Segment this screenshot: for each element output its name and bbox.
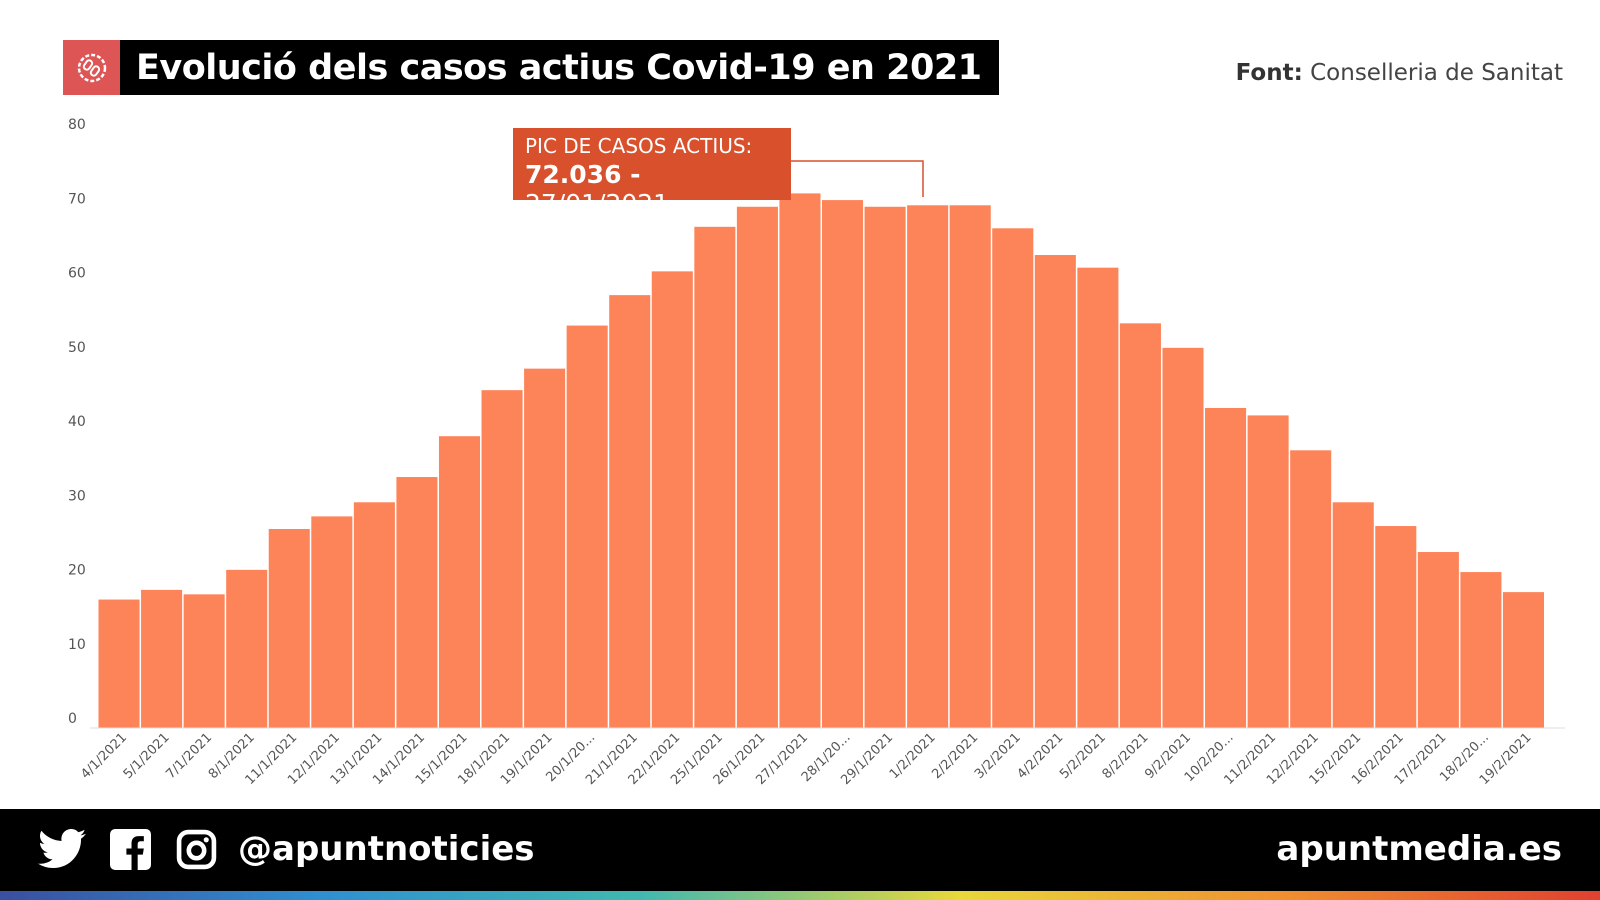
bars xyxy=(98,193,1544,729)
source-value: Conselleria de Sanitat xyxy=(1310,60,1563,86)
bar-29/1/2021 xyxy=(864,206,906,728)
bar-22/1/2021 xyxy=(651,271,693,728)
bar-15/2/2021 xyxy=(1332,502,1374,728)
y-tick-label: 20 xyxy=(68,563,86,579)
y-axis: 0 10 20 30 40 50 60 70 80 xyxy=(68,117,86,727)
bar-26/1/2021 xyxy=(736,206,778,728)
rainbow-strip xyxy=(0,891,1600,900)
bar-17/2/2021 xyxy=(1417,552,1459,728)
instagram-icon[interactable] xyxy=(176,829,217,874)
bar-chart: 0 10 20 30 40 50 60 70 80 4/1/20215/1/20217/1/20… xyxy=(68,117,1565,788)
annotation-date: 27/01/2021 xyxy=(525,189,670,218)
y-tick-label: 10 xyxy=(68,637,86,653)
bar-28/1/20... xyxy=(822,200,864,728)
bar-8/1/2021 xyxy=(226,569,268,728)
bar-9/2/2021 xyxy=(1162,347,1204,728)
y-tick-label: 50 xyxy=(68,340,86,356)
y-tick-label: 60 xyxy=(68,266,86,282)
bar-27/1/2021 xyxy=(779,193,821,728)
source-credit: Font: Conselleria de Sanitat xyxy=(1236,60,1563,86)
source-label: Font: xyxy=(1235,60,1303,86)
bar-20/1/20... xyxy=(566,325,608,728)
bar-4/2/2021 xyxy=(1034,255,1076,728)
bar-4/1/2021 xyxy=(98,599,140,728)
bar-5/2/2021 xyxy=(1077,267,1119,728)
bar-18/2/20... xyxy=(1460,572,1502,728)
bar-5/1/2021 xyxy=(141,589,183,728)
bar-3/2/2021 xyxy=(992,228,1034,729)
bar-2/2/2021 xyxy=(949,205,991,728)
y-tick-label: 0 xyxy=(68,711,77,727)
y-tick-label: 80 xyxy=(68,117,86,133)
website-link[interactable]: apuntmedia.es xyxy=(1276,829,1562,869)
bar-15/1/2021 xyxy=(438,436,481,728)
bar-19/1/2021 xyxy=(524,368,566,728)
y-tick-label: 40 xyxy=(68,414,86,430)
bar-10/2/20... xyxy=(1205,407,1247,728)
annotation-leader-line xyxy=(790,160,924,197)
bar-12/2/2021 xyxy=(1290,450,1332,728)
x-axis: 4/1/20215/1/20217/1/20218/1/202111/1/202… xyxy=(78,730,1534,788)
social-handle[interactable]: @apuntnoticies xyxy=(238,829,535,869)
bar-18/1/2021 xyxy=(481,390,523,728)
bar-25/1/2021 xyxy=(694,226,736,728)
facebook-icon[interactable] xyxy=(110,829,151,874)
y-tick-label: 30 xyxy=(68,488,86,504)
chart-title: Evolució dels casos actius Covid-19 en 2… xyxy=(136,47,982,88)
bar-7/1/2021 xyxy=(183,594,225,728)
bar-11/2/2021 xyxy=(1247,415,1289,728)
bar-8/2/2021 xyxy=(1119,323,1161,728)
bar-13/1/2021 xyxy=(353,502,395,728)
bar-11/1/2021 xyxy=(268,529,310,728)
bar-19/2/2021 xyxy=(1502,592,1544,728)
twitter-icon[interactable] xyxy=(38,828,86,873)
y-tick-label: 70 xyxy=(68,191,86,207)
virus-icon xyxy=(63,40,120,95)
bar-14/1/2021 xyxy=(396,477,438,728)
annotation-value: 72.036 - xyxy=(525,160,641,189)
footer-bar: @apuntnoticies apuntmedia.es xyxy=(0,809,1600,892)
bar-16/2/2021 xyxy=(1375,526,1417,728)
annotation-title: PIC DE CASOS ACTIUS: xyxy=(525,134,753,158)
bar-12/1/2021 xyxy=(311,516,353,728)
bar-1/2/2021 xyxy=(907,205,949,728)
bar-21/1/2021 xyxy=(609,295,651,728)
title-bar: Evolució dels casos actius Covid-19 en 2… xyxy=(63,40,999,95)
peak-annotation: PIC DE CASOS ACTIUS: 72.036 - 27/01/2021 xyxy=(513,128,791,218)
